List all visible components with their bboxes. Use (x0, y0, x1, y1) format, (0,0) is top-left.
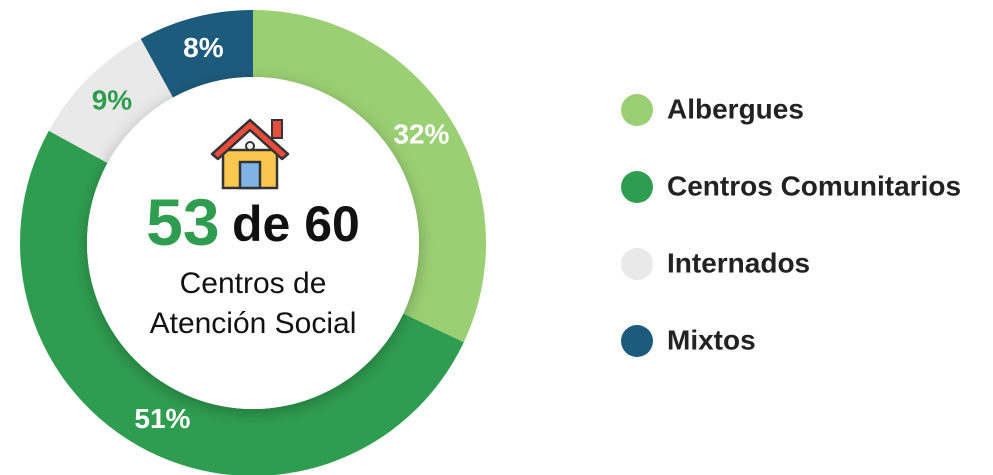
center-line: Centros de (180, 267, 327, 300)
center-line: Atención Social (150, 307, 357, 340)
data-label: 51% (134, 403, 190, 434)
legend-label: Internados (667, 247, 810, 278)
legend-label: Centros Comunitarios (667, 170, 961, 201)
donut-segment (140, 10, 253, 98)
donut-segment (253, 10, 487, 343)
donut-segment (20, 130, 464, 475)
donut-hole (87, 77, 419, 409)
legend-swatch (621, 94, 653, 126)
legend-swatch (621, 248, 653, 280)
donut-segment (48, 38, 174, 164)
legend-swatch (621, 171, 653, 203)
house-icon (210, 118, 290, 190)
legend-swatch (621, 325, 653, 357)
center-count: 53 de 60 (146, 185, 360, 259)
donut (20, 10, 487, 475)
data-label: 8% (183, 32, 224, 63)
center-value: 53 (146, 185, 219, 259)
center-suffix: de 60 (232, 196, 360, 252)
legend-label: Mixtos (667, 324, 756, 355)
data-label: 9% (92, 84, 133, 115)
data-label: 32% (393, 118, 449, 149)
legend-label: Albergues (667, 93, 804, 124)
